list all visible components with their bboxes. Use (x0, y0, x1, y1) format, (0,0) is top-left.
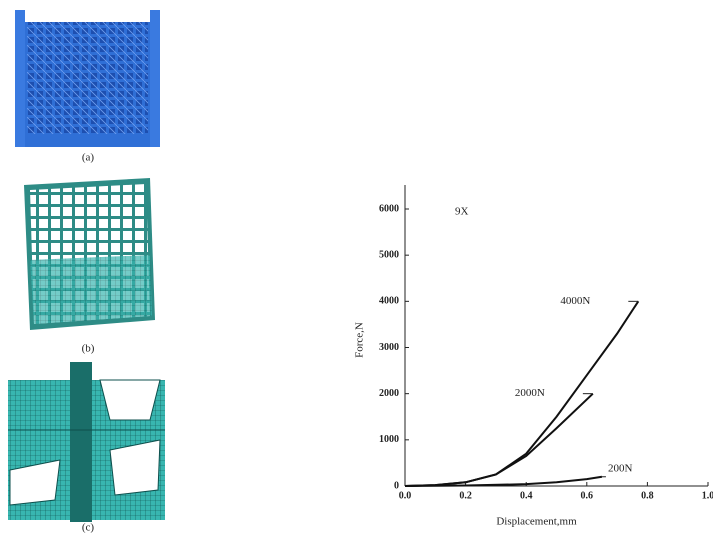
caption: (a) (82, 152, 95, 164)
x-axis-label: Displacement,mm (496, 516, 577, 528)
series-label: 4000N (560, 295, 590, 307)
image-c (8, 362, 165, 522)
y-tick-label: 6000 (379, 203, 399, 214)
y-tick-label: 4000 (379, 296, 399, 307)
caption: (c) (82, 522, 95, 533)
y-tick-label: 5000 (379, 249, 399, 260)
caption: (b) (82, 343, 95, 355)
x-tick-label: 0.6 (581, 490, 594, 501)
x-tick-label: 0.2 (459, 490, 472, 501)
y-axis-label: Force,N (354, 322, 366, 358)
series-label: 200N (608, 462, 633, 474)
series-line (405, 394, 593, 486)
series-label: 2000N (515, 387, 545, 399)
x-tick-label: 0.4 (520, 490, 533, 501)
image-a (15, 10, 160, 147)
x-tick-label: 0.8 (641, 490, 654, 501)
image-b (24, 178, 155, 330)
y-tick-label: 1000 (379, 434, 399, 445)
x-tick-label: 0.0 (399, 490, 412, 501)
x-tick-label: 1.0 (702, 490, 713, 501)
y-tick-label: 3000 (379, 342, 399, 353)
annotation: 9X (455, 206, 469, 218)
y-tick-label: 2000 (379, 388, 399, 399)
figure: (a) (b) (c) 01000200030004000500060000.0… (0, 0, 713, 533)
